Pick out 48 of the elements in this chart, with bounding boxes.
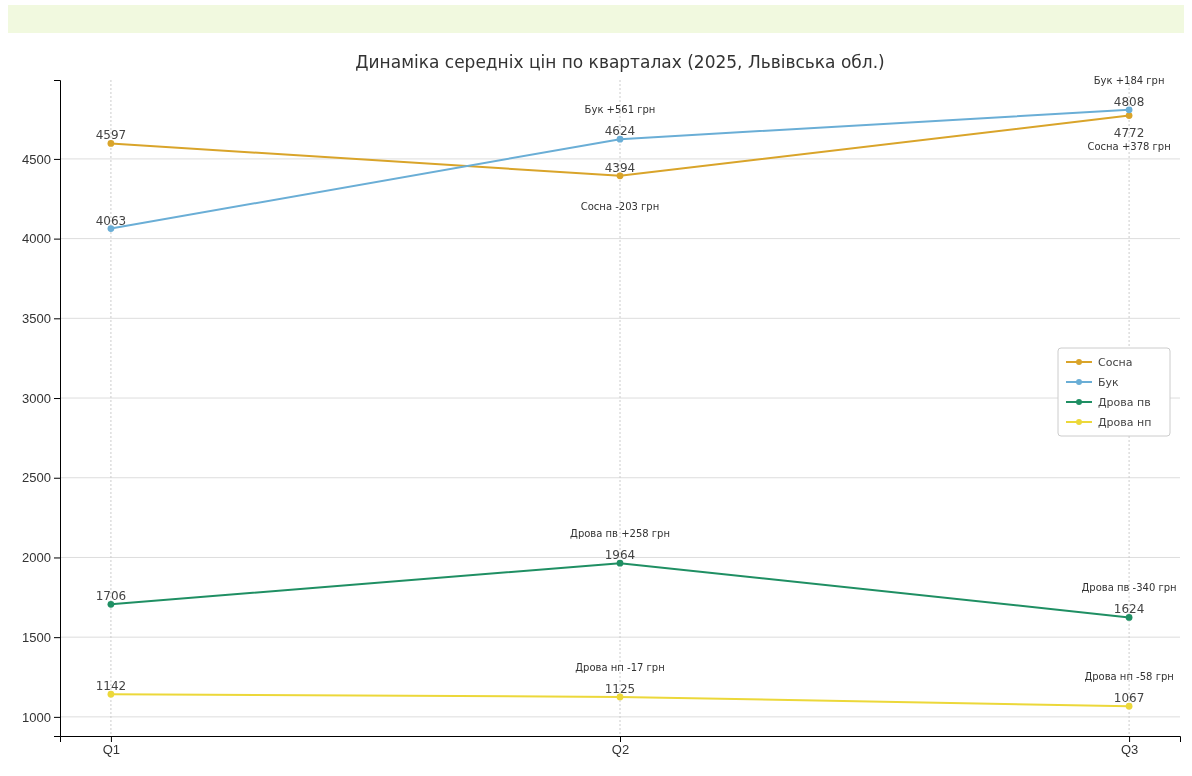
- x-tick-label: Q1: [102, 742, 121, 758]
- y-tick-label: 4000: [22, 231, 51, 247]
- data-label: 1624: [1113, 602, 1145, 617]
- point: [107, 140, 115, 147]
- x-tick-label: Q3: [1120, 742, 1139, 758]
- y-tick-label: 4500: [22, 151, 51, 167]
- annotation: Дрова нп -17 грн: [575, 661, 665, 673]
- point: [616, 172, 624, 180]
- annotation: Бук +184 грн: [1093, 74, 1165, 86]
- legend-label: Дрова нп: [1098, 416, 1152, 429]
- x-tick-label: Q2: [611, 742, 630, 758]
- annotation: Дрова пв -340 грн: [1081, 582, 1177, 594]
- point: [107, 600, 115, 608]
- annotation: Сосна +378 грн: [1087, 140, 1171, 152]
- data-label: 4808: [1113, 94, 1145, 109]
- point: [1125, 702, 1133, 710]
- y-tick-label: 1000: [22, 709, 51, 725]
- data-label: 4772: [1113, 125, 1145, 140]
- point: [616, 559, 624, 567]
- point: [1125, 112, 1133, 119]
- annotation: Сосна -203 грн: [580, 200, 660, 212]
- point: [107, 690, 115, 698]
- point: [1125, 106, 1133, 114]
- data-label: 4624: [604, 124, 636, 139]
- data-label: 1706: [95, 589, 127, 604]
- y-tick-label: 3500: [22, 310, 51, 326]
- y-tick-label: 3000: [22, 390, 51, 406]
- chart-title: Динаміка середніх цін по кварталах (2025, Львівська обл.): [355, 52, 885, 72]
- point: [616, 135, 624, 143]
- annotation: Дрова нп -58 грн: [1084, 671, 1174, 683]
- legend-label: Бук: [1098, 376, 1120, 389]
- legend-label: Дрова пв: [1098, 396, 1151, 409]
- point: [107, 225, 115, 232]
- annotation: Бук +561 грн: [584, 104, 656, 116]
- point: [1125, 614, 1133, 621]
- data-label: 1964: [604, 548, 636, 563]
- y-tick-label: 2500: [22, 470, 51, 486]
- data-label: 4394: [604, 160, 636, 175]
- data-label: 1067: [1113, 691, 1145, 706]
- data-label: 4597: [95, 128, 127, 143]
- point: [616, 693, 624, 701]
- annotation: Дрова пв +258 грн: [570, 528, 670, 540]
- y-tick-label: 1500: [22, 629, 51, 645]
- data-label: 1125: [604, 681, 636, 696]
- data-label: 1142: [95, 679, 127, 694]
- legend-label: Сосна: [1098, 356, 1133, 369]
- data-label: 4063: [95, 213, 127, 228]
- y-tick-label: 2000: [22, 550, 51, 566]
